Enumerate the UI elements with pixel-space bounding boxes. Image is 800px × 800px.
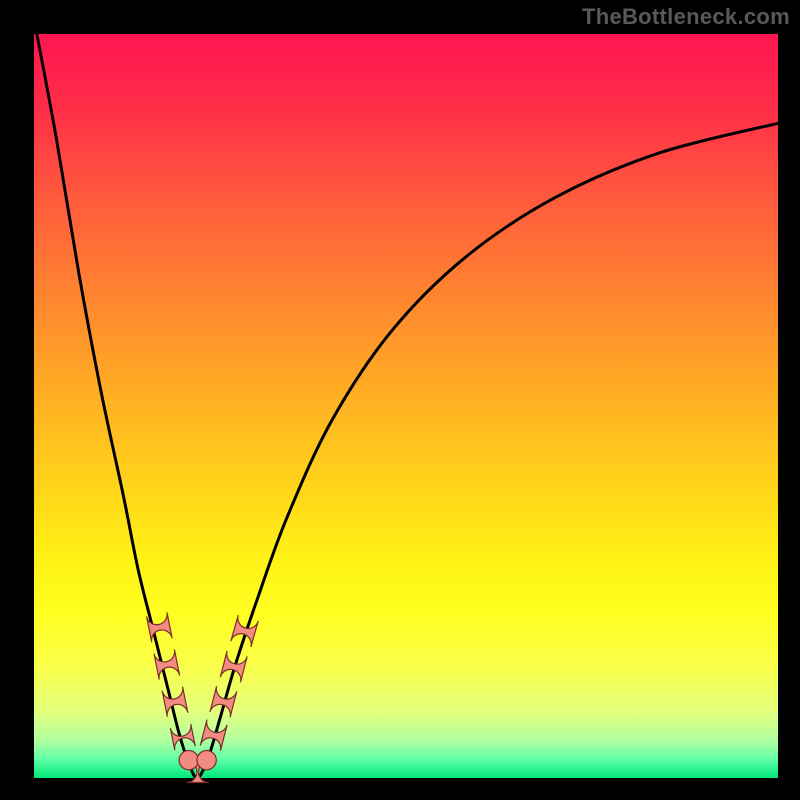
marker-dot [197, 750, 216, 769]
stage: TheBottleneck.com [0, 0, 800, 800]
chart-svg [0, 0, 800, 800]
plot-background [34, 34, 778, 778]
marker-dot [179, 750, 198, 769]
